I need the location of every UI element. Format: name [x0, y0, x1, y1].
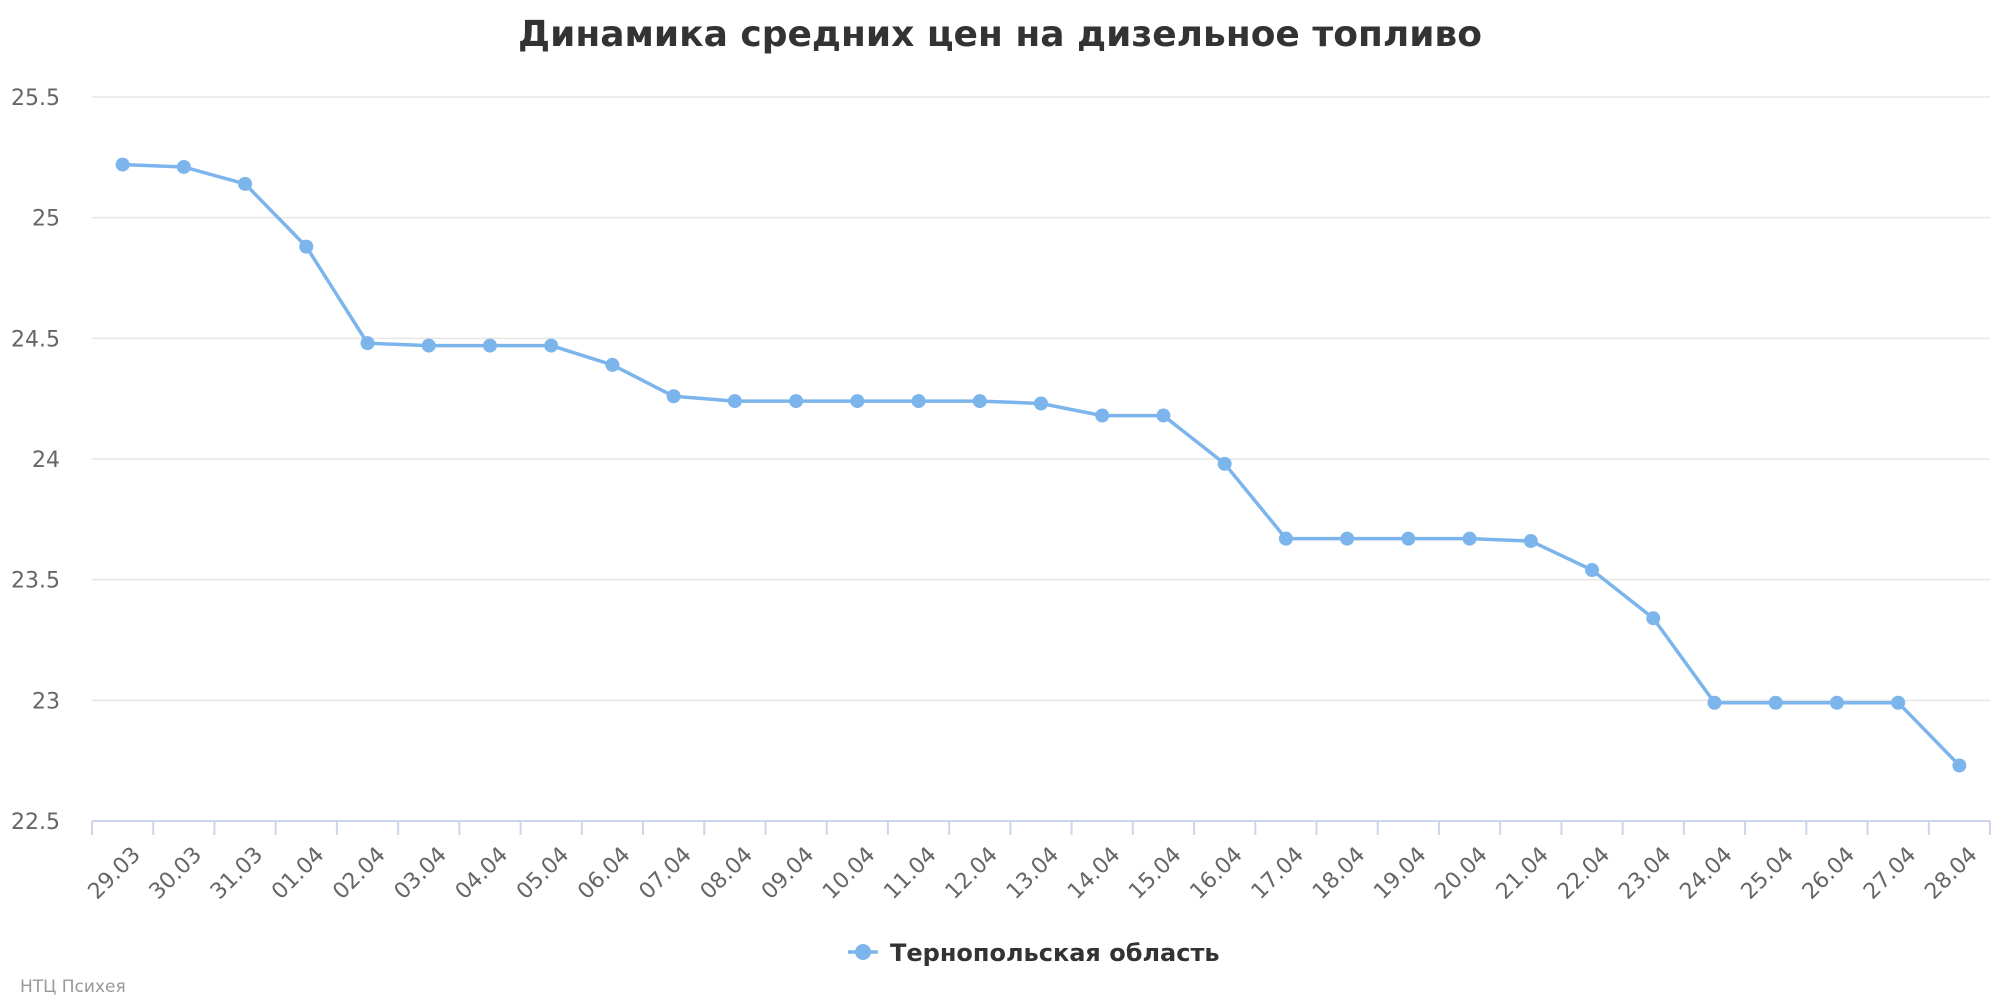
y-tick-label: 22.5 [11, 810, 60, 835]
x-tick-label: 09.04 [757, 842, 819, 904]
y-tick-label: 24.5 [11, 327, 60, 352]
x-tick-label: 03.04 [390, 842, 452, 904]
y-tick-label: 25 [32, 207, 60, 232]
data-point[interactable] [421, 338, 436, 353]
x-axis: 29.03 30.03 31.03 01.04 02.04 03.04 04.04 05.04… [84, 820, 1991, 905]
x-tick-label: 15.04 [1124, 842, 1186, 904]
y-tick-label: 25.5 [11, 86, 60, 111]
legend[interactable]: Тернопольская область [848, 939, 1220, 967]
data-point[interactable] [1768, 695, 1783, 710]
x-tick-label: 23.04 [1614, 842, 1676, 904]
data-point[interactable] [1952, 758, 1967, 773]
data-point[interactable] [176, 159, 191, 174]
x-tick-label: 10.04 [818, 842, 880, 904]
x-tick-label: 07.04 [635, 842, 697, 904]
y-tick-label: 24 [32, 448, 60, 473]
x-tick-label: 01.04 [267, 842, 329, 904]
series-group [115, 157, 1967, 773]
data-point[interactable] [1217, 456, 1232, 471]
data-point[interactable] [1891, 695, 1906, 710]
x-tick-label: 12.04 [941, 842, 1003, 904]
data-point[interactable] [482, 338, 497, 353]
x-tick-label: 05.04 [512, 842, 574, 904]
x-tick-label: 02.04 [328, 842, 390, 904]
data-point[interactable] [1095, 408, 1110, 423]
series-line [120, 162, 1962, 768]
data-point[interactable] [238, 176, 253, 191]
x-tick-label: 06.04 [573, 842, 635, 904]
x-tick-label: 19.04 [1369, 842, 1431, 904]
x-tick-label: 26.04 [1798, 842, 1860, 904]
x-tick-label: 22.04 [1553, 842, 1615, 904]
data-point[interactable] [1646, 611, 1661, 626]
data-point[interactable] [1034, 396, 1048, 411]
data-point[interactable] [972, 394, 987, 409]
x-tick-label: 04.04 [451, 842, 513, 904]
data-point[interactable] [1401, 531, 1416, 546]
data-point[interactable] [666, 389, 681, 404]
data-point[interactable] [1707, 695, 1722, 710]
x-tick-label: 29.03 [84, 842, 146, 904]
x-tick-label: 27.04 [1859, 842, 1921, 904]
x-tick-label: 20.04 [1430, 842, 1492, 904]
data-point[interactable] [1278, 531, 1293, 546]
data-point[interactable] [727, 394, 742, 409]
data-point[interactable] [789, 394, 804, 409]
y-tick-label: 23 [32, 689, 60, 714]
data-point[interactable] [1523, 534, 1538, 549]
chart-title: Динамика средних цен на дизельное топлив… [518, 14, 1482, 55]
x-tick-label: 18.04 [1308, 842, 1370, 904]
x-tick-label: 28.04 [1920, 842, 1982, 904]
data-point[interactable] [1462, 531, 1477, 546]
data-point[interactable] [544, 338, 559, 353]
data-point[interactable] [115, 157, 130, 172]
x-tick-label: 14.04 [1063, 842, 1125, 904]
y-tick-label: 23.5 [11, 569, 60, 594]
x-tick-label: 08.04 [696, 842, 758, 904]
grid-lines [92, 96, 1990, 702]
data-point[interactable] [911, 394, 926, 409]
x-tick-label: 13.04 [1002, 842, 1064, 904]
data-point[interactable] [1156, 408, 1171, 423]
x-tick-label: 30.03 [145, 842, 207, 904]
data-point[interactable] [1585, 563, 1600, 578]
x-tick-label: 25.04 [1737, 842, 1799, 904]
data-point[interactable] [1829, 695, 1844, 710]
data-point[interactable] [850, 394, 865, 409]
data-point[interactable] [360, 336, 375, 351]
data-point[interactable] [605, 357, 620, 372]
data-point[interactable] [1340, 531, 1355, 546]
data-point[interactable] [299, 239, 314, 254]
credit-text[interactable]: НТЦ Психея [20, 977, 126, 997]
x-tick-label: 21.04 [1492, 842, 1554, 904]
x-tick-label: 31.03 [206, 842, 268, 904]
legend-marker [855, 944, 871, 960]
y-axis-labels: 22.5 23 23.5 24 24.5 25 25.5 [11, 86, 60, 835]
x-tick-label: 11.04 [879, 842, 941, 904]
x-tick-label: 24.04 [1675, 842, 1737, 904]
x-tick-label: 16.04 [1186, 842, 1248, 904]
x-tick-label: 17.04 [1247, 842, 1309, 904]
legend-label[interactable]: Тернопольская область [890, 939, 1220, 967]
